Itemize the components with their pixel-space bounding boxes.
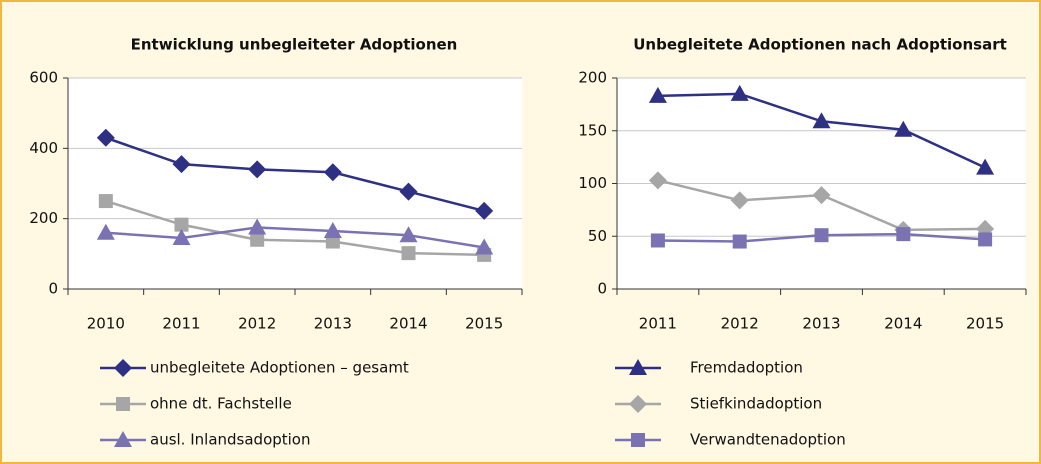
marker bbox=[399, 226, 418, 243]
marker bbox=[401, 246, 416, 261]
y-tick-label: 0 bbox=[597, 280, 607, 298]
y-tick-label: 400 bbox=[29, 139, 58, 157]
y-tick-label: 50 bbox=[588, 227, 607, 245]
marker bbox=[648, 86, 667, 103]
chart-title: Unbegleitete Adoptionen nach Adoptionsar… bbox=[633, 36, 1007, 54]
x-tick-label: 2013 bbox=[314, 315, 352, 333]
x-tick-label: 2011 bbox=[162, 315, 200, 333]
legend-label: Verwandtenadoption bbox=[690, 431, 846, 449]
marker bbox=[650, 233, 665, 248]
marker bbox=[814, 228, 829, 243]
marker bbox=[114, 431, 132, 447]
series-line bbox=[105, 136, 485, 213]
legend-label: ausl. Inlandsadoption bbox=[150, 431, 311, 449]
marker bbox=[172, 229, 191, 246]
marker bbox=[812, 186, 831, 205]
legend-label: Fremdadoption bbox=[690, 359, 803, 377]
marker bbox=[730, 84, 749, 101]
x-tick-label: 2015 bbox=[465, 315, 503, 333]
marker bbox=[96, 128, 115, 147]
marker bbox=[475, 238, 494, 255]
legend-label: ohne dt. Fachstelle bbox=[150, 395, 292, 413]
marker bbox=[894, 120, 913, 137]
marker bbox=[248, 160, 267, 179]
marker bbox=[978, 232, 993, 247]
marker bbox=[172, 155, 191, 174]
marker bbox=[629, 359, 647, 375]
marker bbox=[98, 194, 113, 209]
x-tick-label: 2014 bbox=[389, 315, 427, 333]
y-tick-label: 0 bbox=[48, 280, 58, 298]
series-line bbox=[105, 226, 485, 249]
x-tick-label: 2011 bbox=[639, 315, 677, 333]
marker bbox=[114, 359, 132, 377]
chart-title: Entwicklung unbegleiteter Adoptionen bbox=[131, 36, 458, 54]
series-line bbox=[105, 199, 485, 257]
x-tick-label: 2010 bbox=[87, 315, 125, 333]
marker bbox=[250, 232, 265, 247]
marker bbox=[323, 221, 342, 238]
y-tick-label: 150 bbox=[578, 121, 607, 139]
y-tick-label: 200 bbox=[29, 209, 58, 227]
marker bbox=[730, 191, 749, 210]
x-tick-label: 2015 bbox=[966, 315, 1004, 333]
marker bbox=[116, 397, 130, 411]
marker bbox=[174, 217, 189, 232]
x-tick-label: 2014 bbox=[884, 315, 922, 333]
marker bbox=[812, 112, 831, 129]
y-tick-label: 100 bbox=[578, 174, 607, 192]
y-tick-label: 200 bbox=[578, 69, 607, 87]
marker bbox=[399, 182, 418, 201]
marker bbox=[896, 227, 911, 242]
marker bbox=[325, 234, 340, 249]
x-tick-label: 2012 bbox=[238, 315, 276, 333]
marker bbox=[631, 433, 645, 447]
y-tick-label: 600 bbox=[29, 69, 58, 87]
marker bbox=[629, 395, 647, 413]
marker bbox=[475, 201, 494, 220]
x-tick-label: 2013 bbox=[802, 315, 840, 333]
x-tick-label: 2012 bbox=[721, 315, 759, 333]
marker bbox=[323, 163, 342, 182]
marker bbox=[732, 234, 747, 249]
legend-label: Stiefkindadoption bbox=[690, 395, 822, 413]
plot-area bbox=[68, 78, 522, 289]
marker bbox=[248, 218, 267, 235]
marker bbox=[648, 171, 667, 190]
marker bbox=[976, 158, 995, 175]
marker bbox=[96, 223, 115, 240]
legend-label: unbegleitete Adoptionen – gesamt bbox=[150, 359, 409, 377]
